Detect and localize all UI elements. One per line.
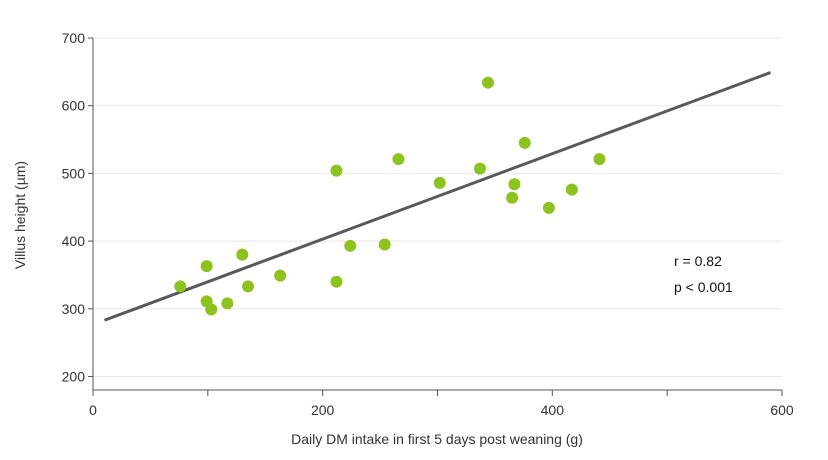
x-axis-title: Daily DM intake in first 5 days post wea…: [291, 431, 583, 447]
grid-lines: [93, 37, 782, 377]
data-point-9: [330, 275, 343, 288]
data-point-10: [344, 239, 357, 252]
data-point-1: [200, 260, 213, 273]
data-point-0: [174, 280, 187, 293]
y-tick-label-500: 500: [62, 165, 86, 181]
data-point-6: [242, 280, 255, 293]
y-tick-label-600: 600: [62, 98, 86, 114]
axes: [88, 37, 783, 396]
data-point-13: [433, 176, 446, 189]
p-value-label: p < 0.001: [674, 279, 733, 295]
y-tick-label-200: 200: [62, 368, 86, 384]
x-tick-label-600: 600: [770, 402, 794, 418]
correlation-r-label: r = 0.82: [674, 253, 722, 269]
data-point-7: [274, 269, 287, 282]
tick-labels: 200 300 400 500 600 700 0 200 400 600: [62, 30, 794, 418]
data-point-14: [473, 162, 486, 175]
data-point-11: [378, 238, 391, 251]
data-point-3: [205, 303, 218, 316]
x-tick-label-400: 400: [541, 402, 565, 418]
y-tick-label-700: 700: [62, 30, 86, 46]
data-point-21: [593, 153, 606, 166]
data-point-20: [565, 183, 578, 196]
y-axis-title: Villus height (µm): [12, 161, 28, 269]
y-tick-label-300: 300: [62, 301, 86, 317]
data-point-15: [482, 76, 495, 89]
y-tick-label-400: 400: [62, 233, 86, 249]
data-point-18: [518, 136, 531, 149]
data-point-19: [542, 201, 555, 214]
trend-line: [103, 71, 772, 322]
x-tick-label-0: 0: [89, 402, 97, 418]
data-point-12: [392, 153, 405, 166]
data-point-5: [236, 248, 249, 261]
data-point-17: [508, 178, 521, 191]
data-point-8: [330, 164, 343, 177]
data-points: [174, 76, 606, 316]
trend-line-group: [103, 71, 772, 322]
data-point-4: [221, 297, 234, 310]
x-tick-label-200: 200: [311, 402, 335, 418]
data-point-16: [506, 191, 519, 204]
